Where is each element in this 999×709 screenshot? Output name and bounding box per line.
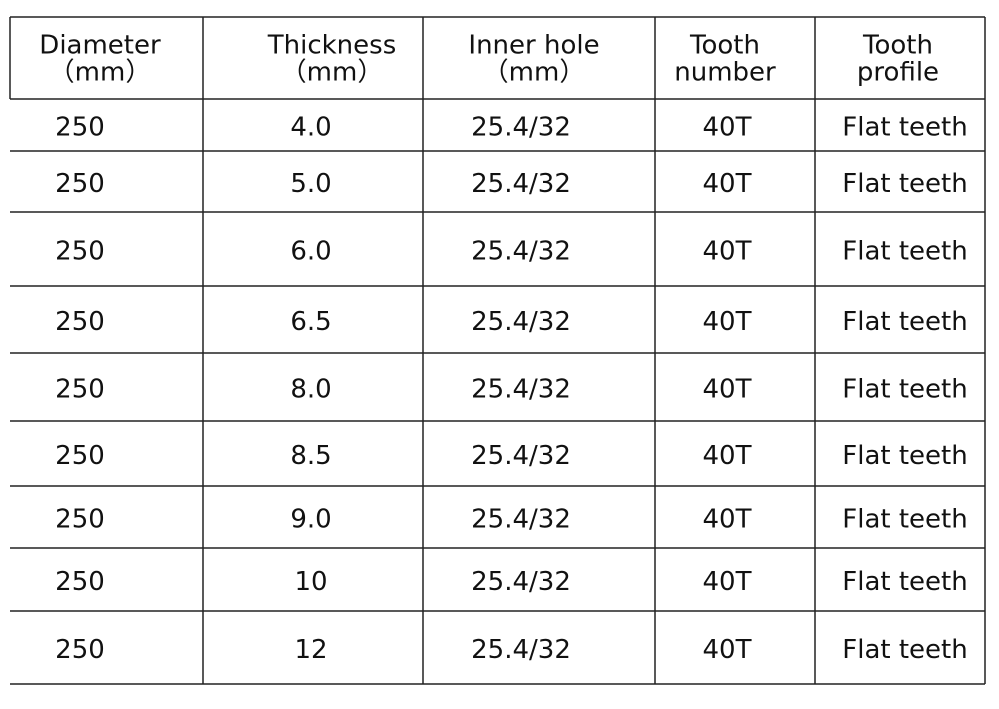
header-cell: Inner hole bbox=[468, 31, 599, 61]
table-cell: Flat teeth bbox=[842, 441, 967, 471]
header-cell: （mm） bbox=[483, 58, 586, 88]
table-cell: Flat teeth bbox=[842, 237, 967, 267]
table-cell: 25.4/32 bbox=[471, 567, 571, 597]
table-cell: 40T bbox=[703, 441, 752, 471]
table-cell: 4.0 bbox=[290, 113, 331, 143]
table-cell: 250 bbox=[55, 113, 105, 143]
table-cell: 40T bbox=[703, 375, 752, 405]
table-cell: 250 bbox=[55, 375, 105, 405]
table-cell: Flat teeth bbox=[842, 505, 967, 535]
table-cell: 25.4/32 bbox=[471, 169, 571, 199]
header-cell: Tooth bbox=[689, 31, 760, 61]
table-cell: 250 bbox=[55, 237, 105, 267]
table-cell: 250 bbox=[55, 567, 105, 597]
table-cell: 6.5 bbox=[290, 307, 331, 337]
header-cell: profile bbox=[857, 58, 939, 88]
table-cell: Flat teeth bbox=[842, 113, 967, 143]
table-cell: 25.4/32 bbox=[471, 237, 571, 267]
table-cell: Flat teeth bbox=[842, 169, 967, 199]
header-cell: （mm） bbox=[49, 58, 152, 88]
table-cell: 40T bbox=[703, 113, 752, 143]
table-cell: Flat teeth bbox=[842, 307, 967, 337]
table-cell: 250 bbox=[55, 505, 105, 535]
table-cell: 25.4/32 bbox=[471, 307, 571, 337]
table-cell: 40T bbox=[703, 505, 752, 535]
table-cell: 250 bbox=[55, 307, 105, 337]
table-cell: 9.0 bbox=[290, 505, 331, 535]
table-cell: 25.4/32 bbox=[471, 375, 571, 405]
table-cell: 8.0 bbox=[290, 375, 331, 405]
header-cell: （mm） bbox=[281, 58, 384, 88]
table-cell: 40T bbox=[703, 567, 752, 597]
table-cell: 5.0 bbox=[290, 169, 331, 199]
table-cell: 40T bbox=[703, 307, 752, 337]
header-cell: Thickness bbox=[267, 31, 397, 61]
table-cell: Flat teeth bbox=[842, 375, 967, 405]
table-cell: 250 bbox=[55, 169, 105, 199]
table-cell: Flat teeth bbox=[842, 635, 967, 665]
table-cell: 40T bbox=[703, 169, 752, 199]
header-cell: number bbox=[674, 58, 776, 88]
header-cell: Diameter bbox=[39, 31, 161, 61]
table-cell: 250 bbox=[55, 441, 105, 471]
table-cell: 25.4/32 bbox=[471, 635, 571, 665]
table-cell: 250 bbox=[55, 635, 105, 665]
table-cell: 25.4/32 bbox=[471, 113, 571, 143]
table-cell: 40T bbox=[703, 635, 752, 665]
header-cell: Tooth bbox=[862, 31, 933, 61]
table-cell: 10 bbox=[294, 567, 327, 597]
table-cell: 8.5 bbox=[290, 441, 331, 471]
table-cell: 25.4/32 bbox=[471, 505, 571, 535]
table-cell: 6.0 bbox=[290, 237, 331, 267]
table-cell: 25.4/32 bbox=[471, 441, 571, 471]
table-cell: Flat teeth bbox=[842, 567, 967, 597]
table-cell: 40T bbox=[703, 237, 752, 267]
table-cell: 12 bbox=[294, 635, 327, 665]
